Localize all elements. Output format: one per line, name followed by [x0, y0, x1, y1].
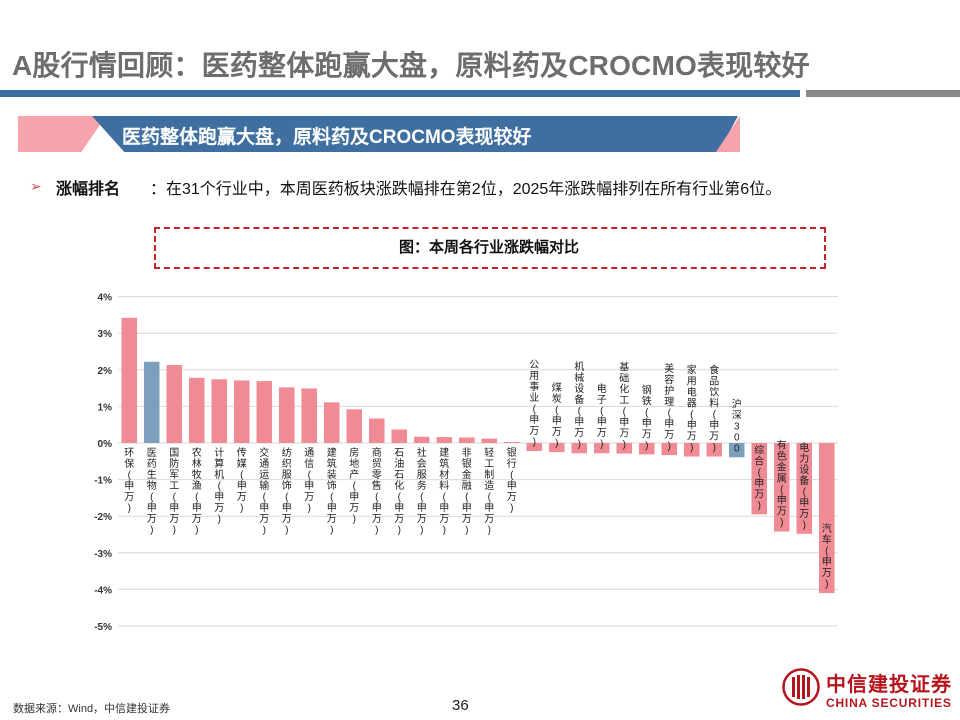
bar: [661, 443, 677, 456]
bar: [751, 443, 767, 515]
bar: [189, 377, 205, 443]
section-banner: [92, 116, 738, 152]
bar: [166, 365, 182, 443]
category-label: 计算机(申万): [214, 446, 224, 525]
category-label: 钢铁(申万): [642, 383, 652, 451]
bar: [144, 361, 160, 443]
category-label: 建筑材料(申万): [439, 446, 449, 536]
category-label: 农林牧渔(申万): [192, 446, 202, 536]
bar: [459, 437, 475, 443]
y-tick-label: -5%: [94, 622, 112, 633]
category-label: 非银金融(申万): [462, 447, 472, 536]
company-logo-icon: [782, 668, 820, 706]
bullet-arrow-icon: ➢: [30, 178, 42, 194]
bar: [504, 441, 520, 443]
chart-y-tick-labels: 4% 3% 2% 1% 0% -1% -2% -3% -4% -5%: [94, 293, 112, 633]
category-label: 家用电器(申万): [687, 364, 697, 454]
bar: [324, 402, 340, 443]
bar: [481, 438, 497, 443]
bar: [211, 379, 227, 443]
bar: [796, 443, 812, 534]
bar: [121, 317, 137, 443]
chart-category-labels: 环保(申万) 医药生物(申万) 国防军工(申万) 农林牧渔(申万) 计算机(申万) 传媒(…: [124, 360, 832, 590]
category-label: 银行(申万): [507, 446, 517, 514]
category-label: 综合(申万): [754, 443, 764, 511]
category-label: 社会服务(申万): [417, 446, 427, 536]
bar: [414, 436, 430, 443]
y-tick-label: -4%: [94, 585, 112, 596]
category-label: 机械设备(申万): [574, 360, 584, 450]
bar: [369, 418, 385, 443]
bar: [594, 443, 610, 454]
category-label: 石油石化(申万): [394, 448, 404, 536]
bar: [526, 443, 542, 452]
bar: [256, 381, 272, 443]
y-tick-label: -1%: [94, 476, 112, 487]
page-number: 36: [452, 697, 469, 714]
category-label: 房地产(申万): [349, 446, 359, 525]
category-label: 交通运输(申万): [259, 446, 269, 536]
header-divider-gray: [806, 90, 960, 97]
category-label: 煤炭(申万): [552, 381, 562, 449]
bar: [774, 443, 790, 532]
bar: [391, 429, 407, 443]
banner-accent-left: [18, 116, 106, 152]
y-tick-label: -2%: [94, 512, 112, 523]
y-tick-label: 1%: [98, 402, 113, 413]
y-tick-label: 2%: [98, 366, 113, 377]
bullet-text: ：在31个行业中，本周医药板块涨跌幅排在第2位，2025年涨跌幅排列在所有行业第…: [150, 181, 782, 198]
header-divider-blue: [0, 90, 800, 97]
bar: [549, 443, 565, 453]
y-tick-label: 3%: [98, 329, 113, 340]
category-label: 有色金属(申万): [777, 439, 787, 529]
category-label: 医药生物(申万): [147, 447, 157, 536]
category-label: 建筑装饰(申万): [327, 446, 337, 536]
chart-gridlines: [118, 296, 838, 627]
category-label: 通信(申万): [304, 447, 314, 514]
bar: [616, 443, 632, 454]
category-label: 轻工制造(申万): [484, 446, 494, 536]
figure-title-frame: [154, 227, 826, 269]
y-tick-label: 4%: [98, 293, 113, 304]
category-label: 基础化工(申万): [619, 361, 629, 451]
bar: [706, 443, 722, 457]
category-label: 食品饮料(申万): [709, 364, 719, 454]
page-title: A股行情回顾：医药整体跑赢大盘，原料药及CROCMO表现较好: [12, 50, 810, 81]
company-name-cn: 中信建投证券: [826, 674, 952, 696]
bar: [729, 443, 745, 458]
bullet-label: 涨幅排名: [56, 181, 121, 198]
chart-bars: [121, 317, 835, 594]
bar: [684, 443, 700, 457]
bar: [234, 380, 250, 443]
bar: [301, 388, 317, 443]
category-label: 公用事业(申万): [529, 360, 539, 448]
bar: [436, 437, 452, 443]
category-label: 传媒(申万): [237, 447, 247, 514]
bar: [819, 443, 835, 594]
category-label: 美容护理(申万): [664, 362, 674, 452]
figure-title: 图：本周各行业涨跌幅对比: [398, 239, 579, 256]
category-label: 商贸零售(申万): [372, 446, 382, 536]
category-label: 环保(申万): [124, 448, 134, 514]
category-label: 电子(申万): [597, 382, 607, 450]
y-tick-label: 0%: [98, 439, 113, 450]
bar: [639, 443, 655, 455]
data-source-note: 数据来源：Wind，中信建投证券: [13, 703, 171, 715]
category-label: 汽车(申万): [822, 522, 832, 590]
category-label: 沪深 3 0 0: [732, 397, 742, 454]
bar: [571, 443, 587, 454]
company-name-en: CHINA SECURITIES: [826, 696, 952, 710]
category-label: 纺织服饰(申万): [282, 446, 292, 536]
section-banner-title: 医药整体跑赢大盘，原料药及CROCMO表现较好: [122, 127, 532, 148]
y-tick-label: -3%: [94, 549, 112, 560]
bar: [279, 387, 295, 443]
category-label: 国防军工(申万): [169, 447, 179, 536]
category-label: 电力设备(申万): [799, 441, 809, 531]
bar: [346, 409, 362, 443]
